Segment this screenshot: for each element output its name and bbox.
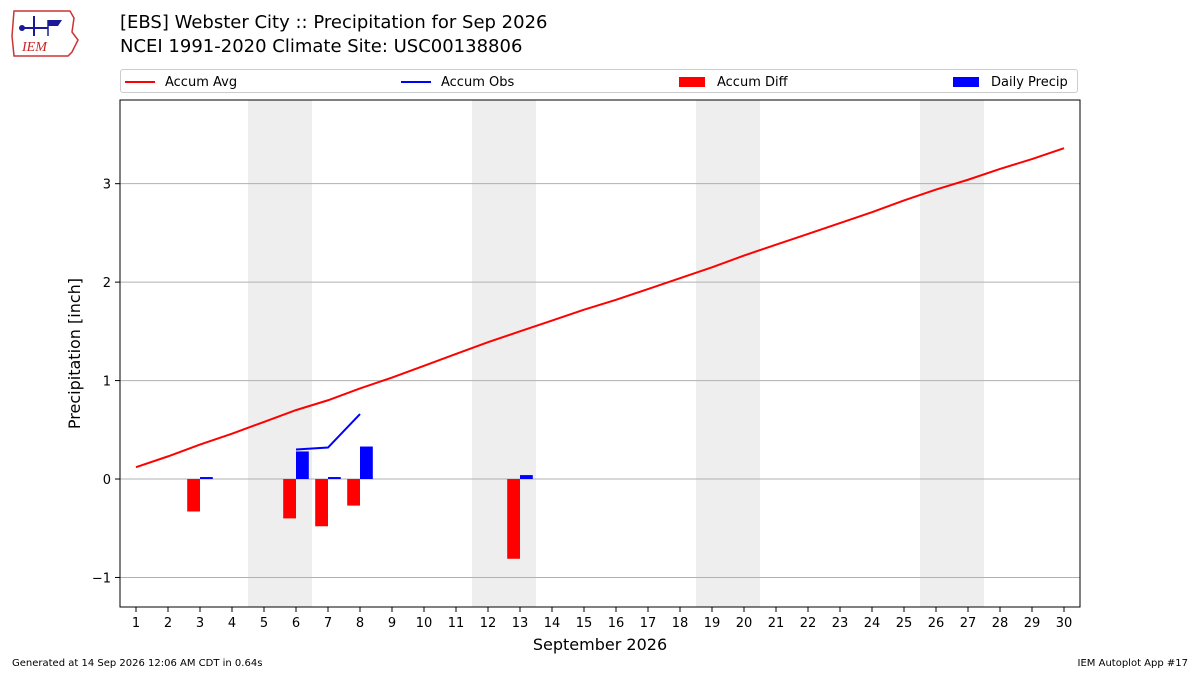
daily-precip-bar (360, 446, 373, 480)
accum-obs-line (295, 413, 361, 451)
logo-text: IEM (21, 40, 48, 55)
legend-swatch-accum-obs (401, 81, 431, 83)
y-tick-label: 0 (103, 473, 111, 488)
y-tick-label: 2 (103, 276, 111, 291)
x-tick-label: 15 (576, 616, 593, 631)
legend-item-accum-obs: Accum Obs (401, 70, 514, 94)
footer-generated: Generated at 14 Sep 2026 12:06 AM CDT in… (12, 658, 263, 669)
daily-precip-bar (520, 475, 533, 480)
daily-precip-bar (328, 477, 341, 480)
iem-iowa-logo-icon (11, 10, 79, 57)
accum-diff-bar (187, 479, 200, 512)
x-tick-label: 1 (132, 616, 140, 631)
x-tick-label: 19 (704, 616, 721, 631)
accum-avg-line (135, 147, 1065, 469)
x-axis-label: September 2026 (533, 635, 667, 654)
legend-label-accum-diff: Accum Diff (717, 74, 788, 90)
y-tick-label: −1 (92, 571, 111, 586)
legend-item-daily-precip: Daily Precip (953, 70, 1068, 94)
legend-label-accum-avg: Accum Avg (165, 74, 238, 90)
x-tick-label: 13 (512, 616, 529, 631)
x-tick-label: 28 (992, 616, 1009, 631)
x-tick-label: 16 (608, 616, 625, 631)
weekend-band (696, 100, 760, 607)
iem-logo: IEM (11, 10, 79, 57)
x-tick-label: 25 (896, 616, 913, 631)
accum-diff-bar (347, 479, 360, 506)
legend-swatch-accum-diff (679, 77, 705, 87)
footer-app: IEM Autoplot App #17 (1077, 658, 1188, 669)
chart-subtitle: NCEI 1991-2020 Climate Site: USC00138806 (120, 36, 523, 57)
x-tick-label: 3 (196, 616, 204, 631)
x-tick-label: 12 (480, 616, 497, 631)
x-tick-label: 27 (960, 616, 977, 631)
accum-diff-bar (283, 479, 296, 519)
legend-label-accum-obs: Accum Obs (441, 74, 515, 90)
weekend-band (248, 100, 312, 607)
x-tick-label: 26 (928, 616, 945, 631)
x-tick-label: 7 (324, 616, 332, 631)
x-tick-label: 6 (292, 616, 300, 631)
x-tick-label: 2 (164, 616, 172, 631)
legend-item-accum-diff: Accum Diff (679, 70, 788, 94)
x-tick-label: 14 (544, 616, 561, 631)
x-tick-label: 4 (228, 616, 236, 631)
y-axis-label: Precipitation [inch] (65, 278, 84, 429)
legend-item-accum-avg: Accum Avg (125, 70, 237, 94)
x-tick-label: 8 (356, 616, 364, 631)
x-tick-label: 22 (800, 616, 817, 631)
x-tick-label: 11 (448, 616, 465, 631)
daily-precip-bar (296, 451, 309, 480)
x-tick-label: 5 (260, 616, 268, 631)
x-tick-label: 10 (416, 616, 433, 631)
x-tick-label: 24 (864, 616, 881, 631)
chart-title: [EBS] Webster City :: Precipitation for … (120, 12, 548, 33)
x-tick-label: 17 (640, 616, 657, 631)
legend-swatch-accum-avg (125, 81, 155, 83)
x-tick-label: 18 (672, 616, 689, 631)
x-tick-label: 23 (832, 616, 849, 631)
y-tick-label: 1 (103, 375, 111, 390)
x-tick-label: 29 (1024, 616, 1041, 631)
x-tick-label: 21 (768, 616, 785, 631)
legend-label-daily-precip: Daily Precip (991, 74, 1068, 90)
plot-frame (119, 99, 1081, 608)
accum-diff-bar (507, 479, 520, 559)
x-tick-label: 30 (1056, 616, 1073, 631)
weekend-band (920, 100, 984, 607)
weekend-band (472, 100, 536, 607)
legend: Accum Avg Accum Obs Accum Diff Daily Pre… (120, 69, 1078, 93)
accum-diff-bar (315, 479, 328, 527)
daily-precip-bar (200, 477, 213, 480)
legend-swatch-daily-precip (953, 77, 979, 87)
x-tick-label: 9 (388, 616, 396, 631)
x-tick-label: 20 (736, 616, 753, 631)
y-tick-label: 3 (103, 178, 111, 193)
